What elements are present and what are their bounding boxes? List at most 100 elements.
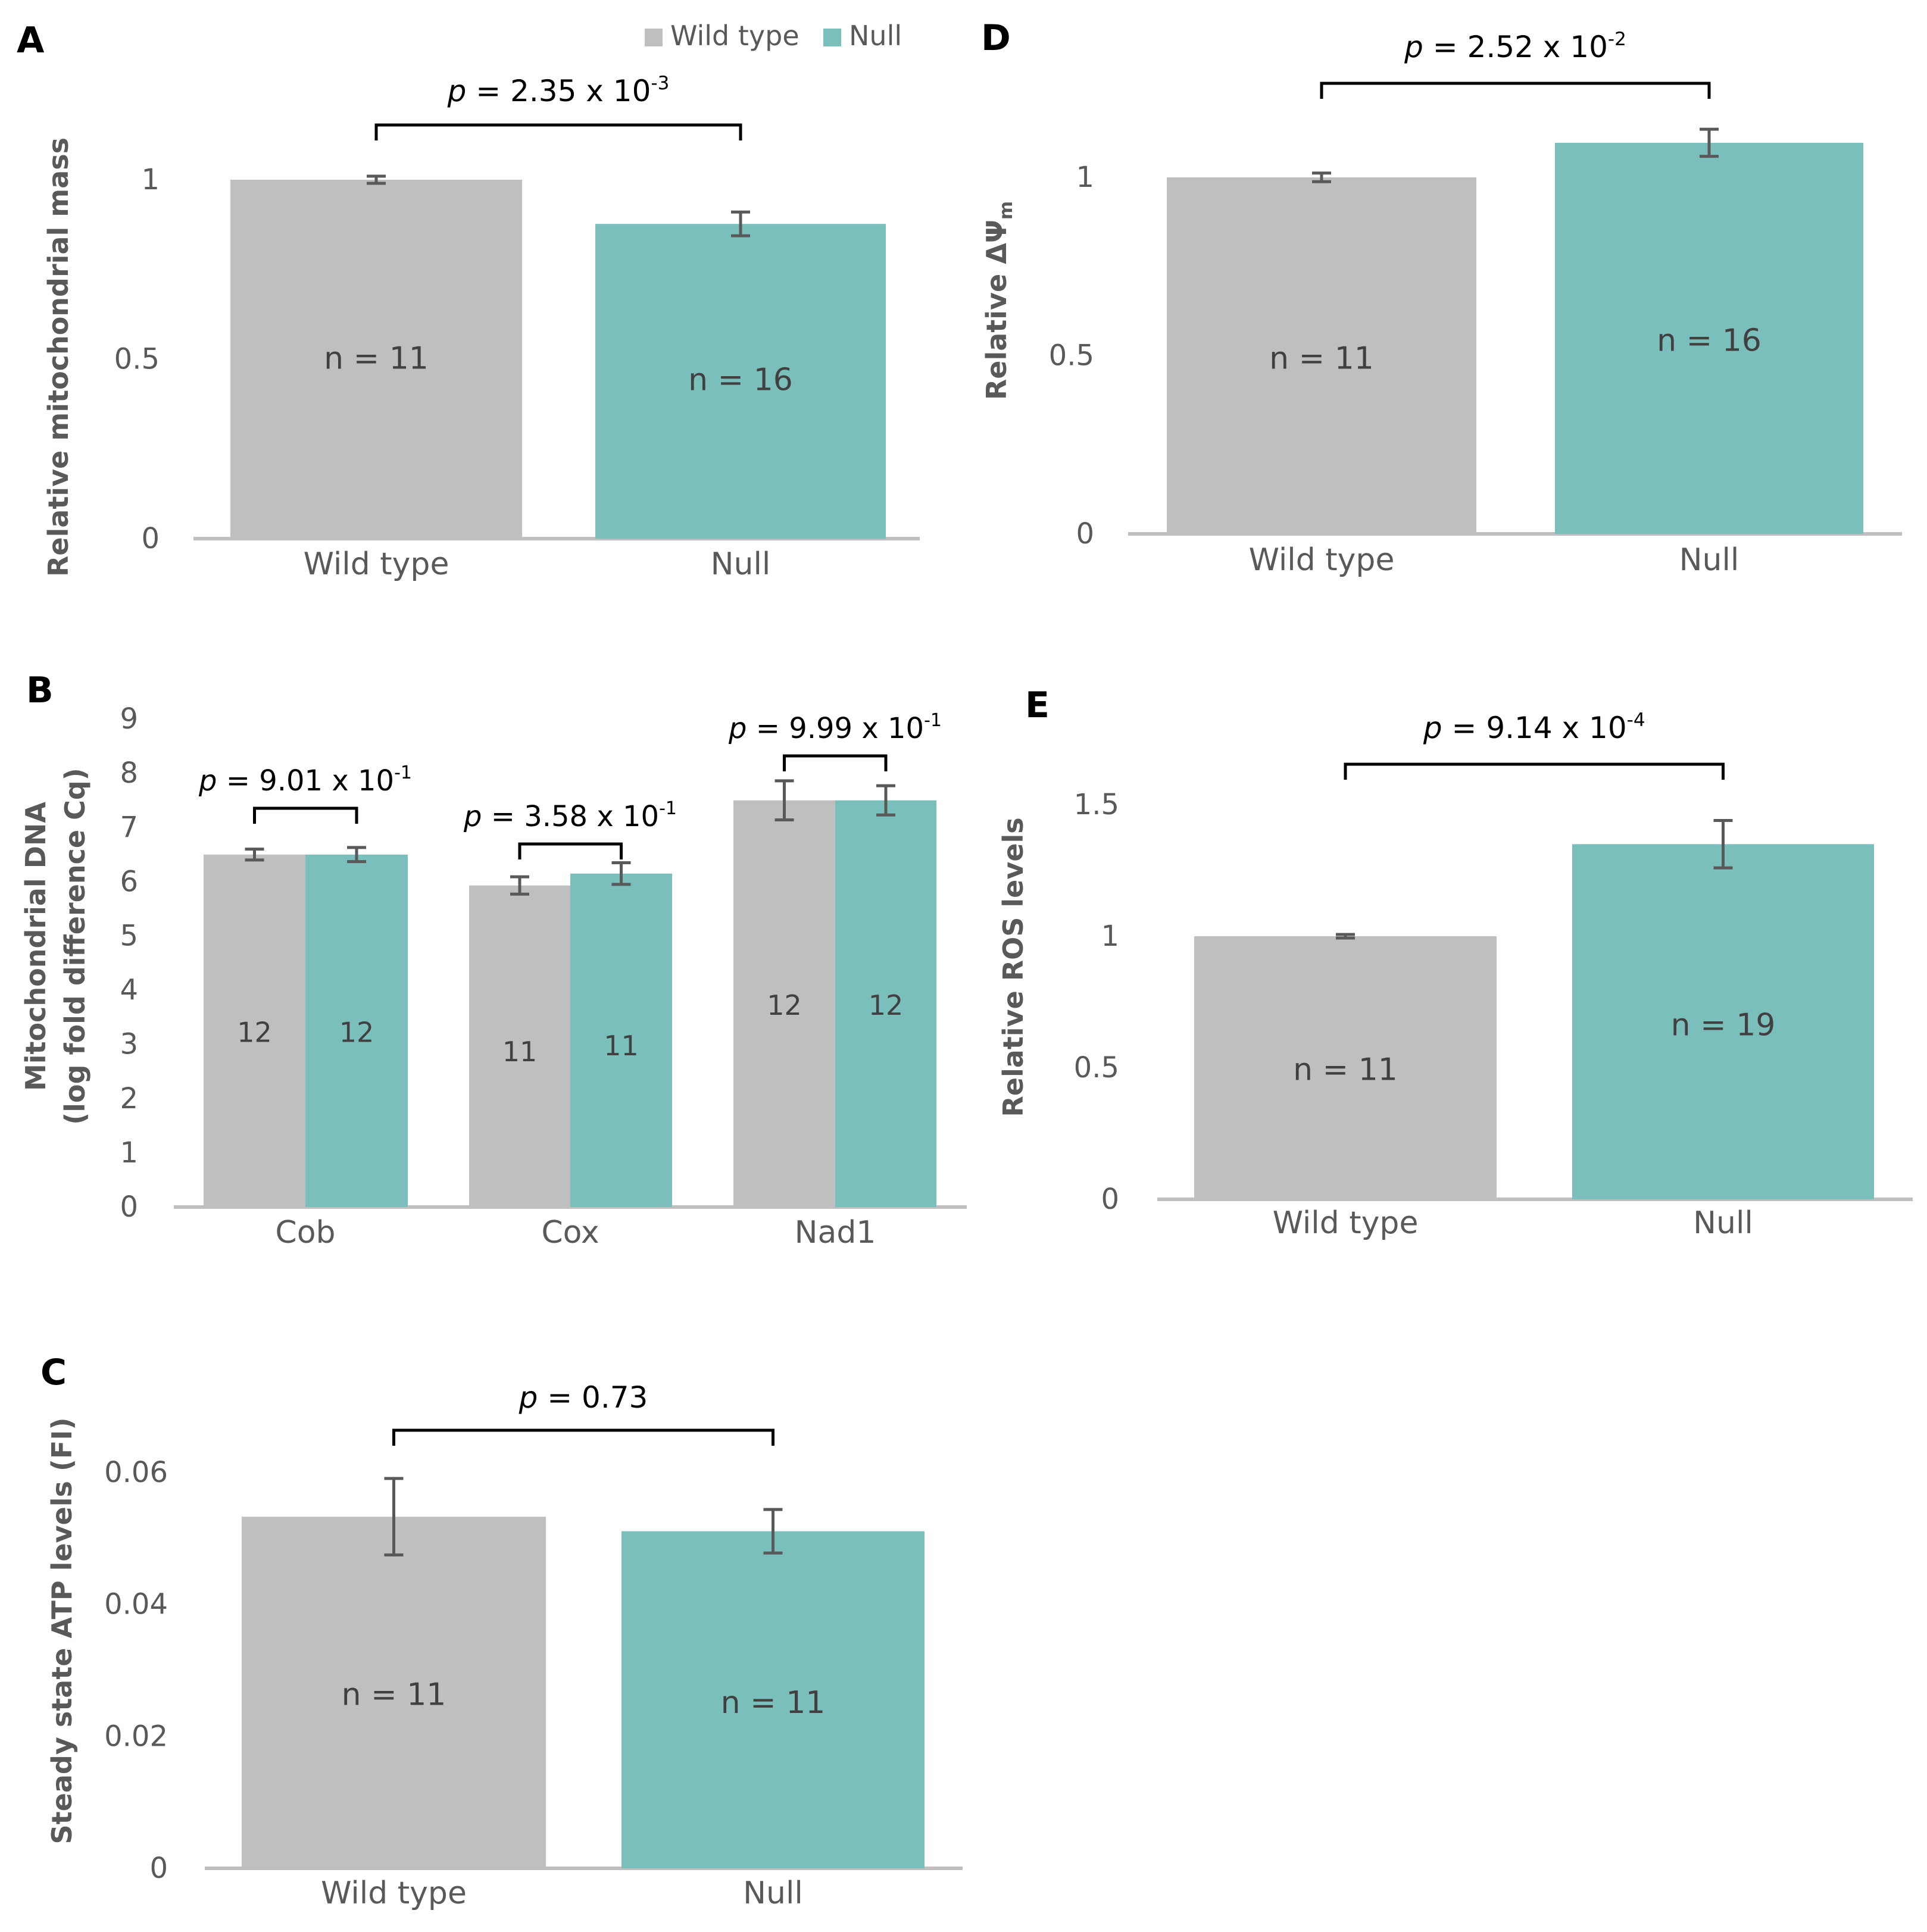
x-tick-label-e-0: Wild type: [1273, 1205, 1419, 1241]
p-value-a-p: p: [447, 74, 467, 108]
y-tick-label-b-0: 0: [120, 1190, 138, 1224]
bar-b-cox-wild-type: [469, 885, 570, 1207]
bar-c-null: [621, 1531, 925, 1868]
p-value-a-exponent: -3: [651, 73, 669, 94]
n-label-c-1: n = 11: [721, 1685, 826, 1721]
p-value-c-p: p: [519, 1380, 538, 1415]
n-label-e-0: n = 11: [1293, 1052, 1398, 1087]
bar-d-null: [1555, 142, 1863, 534]
p-value-b-1-value: = 3.58 x 10: [482, 800, 659, 833]
n-label-b-1-null: 11: [604, 1030, 639, 1062]
x-tick-label-d-1: Null: [1679, 542, 1739, 578]
y-tick-label-c-1: 0.02: [104, 1720, 168, 1753]
y-tick-label-b-6: 6: [120, 865, 138, 898]
significance-bracket-a: [374, 123, 742, 140]
y-tick-label-b-5: 5: [120, 919, 138, 952]
y-axis-title-d: Relative ΔΨm: [980, 201, 1017, 400]
n-label-b-2-wt: 12: [767, 989, 802, 1021]
y-tick-label-e-0: 0: [1101, 1183, 1119, 1216]
p-value-b-2: p = 9.99 x 10-1: [728, 710, 942, 745]
y-tick-label-d-2: 1: [1076, 161, 1094, 194]
panel-label-e: E: [1025, 684, 1050, 726]
x-tick-label-b-0: Cob: [275, 1215, 335, 1251]
legend-label-null: Null: [849, 20, 902, 52]
p-value-b-2-exponent: -1: [924, 710, 942, 731]
legend-swatch-wild-type: [645, 29, 663, 46]
x-tick-label-d-0: Wild type: [1249, 542, 1395, 578]
bar-b-cox-null: [570, 873, 672, 1207]
bar-e-wild-type: [1194, 936, 1497, 1199]
p-value-e-value: = 9.14 x 10: [1442, 711, 1627, 745]
panel-label-a: A: [17, 20, 45, 61]
y-tick-label-a-2: 1: [141, 163, 160, 196]
y-tick-label-b-8: 8: [120, 756, 138, 790]
n-label-b-2-null: 12: [869, 989, 904, 1021]
bar-a-wild-type: [230, 180, 522, 539]
y-axis-title-b-line2: (log fold difference Cq): [59, 768, 91, 1125]
p-value-c-value: = 0.73: [538, 1380, 648, 1415]
significance-bracket-d: [1320, 82, 1711, 99]
p-value-a-value: = 2.35 x 10: [466, 74, 651, 108]
x-tick-label-a-0: Wild type: [304, 546, 449, 582]
y-axis-title-b: Mitochondrial DNA: [20, 802, 52, 1091]
bar-b-nad1-null: [835, 800, 936, 1207]
n-label-b-0-wt: 12: [237, 1016, 272, 1048]
p-value-a: p = 2.35 x 10-3: [447, 73, 670, 108]
bar-a-null: [595, 224, 886, 539]
n-label-e-1: n = 19: [1671, 1007, 1776, 1043]
p-value-b-1-exponent: -1: [659, 798, 677, 819]
panel-label-c: C: [40, 1352, 67, 1393]
n-label-a-0: n = 11: [324, 341, 429, 377]
x-tick-label-b-1: Cox: [541, 1215, 599, 1251]
bar-b-cob-wild-type: [204, 854, 305, 1207]
y-axis-title-d-main: Relative ΔΨ: [980, 220, 1013, 400]
x-tick-label-c-1: Null: [743, 1875, 803, 1911]
panel-label-b: B: [26, 670, 54, 711]
y-tick-label-c-2: 0.04: [104, 1588, 168, 1621]
x-tick-label-e-1: Null: [1693, 1205, 1753, 1241]
p-value-b-0: p = 9.01 x 10-1: [198, 762, 412, 798]
y-tick-label-e-1: 0.5: [1074, 1051, 1119, 1084]
y-tick-label-b-7: 7: [120, 811, 138, 844]
y-tick-label-a-0: 0: [141, 522, 160, 555]
p-value-b-1: p = 3.58 x 10-1: [463, 798, 677, 833]
y-tick-label-c-3: 0.06: [104, 1456, 168, 1489]
x-tick-label-b-2: Nad1: [795, 1215, 876, 1251]
legend-swatch-null: [823, 29, 841, 46]
y-tick-label-b-9: 9: [120, 702, 138, 736]
p-value-c: p = 0.73: [519, 1380, 648, 1415]
plot-area: 0 0.5 1 n = 11 Wild type n = 16 Null p = 2.35 x…: [104, 29, 1913, 1911]
y-tick-label-b-4: 4: [120, 974, 138, 1007]
bar-b-nad1-wild-type: [733, 800, 835, 1207]
legend: Wild type Null: [645, 20, 902, 52]
p-value-b-2-value: = 9.99 x 10: [747, 712, 924, 745]
panel-label-d: D: [981, 17, 1011, 59]
p-value-b-0-exponent: -1: [394, 762, 412, 783]
y-tick-label-d-0: 0: [1076, 517, 1094, 551]
p-value-e-exponent: -4: [1627, 709, 1645, 731]
significance-bracket-b-2: [783, 754, 888, 771]
legend-label-wild-type: Wild type: [670, 20, 799, 52]
y-tick-label-d-1: 0.5: [1049, 339, 1094, 373]
n-label-a-1: n = 16: [688, 362, 793, 398]
bar-c-wild-type: [242, 1517, 546, 1868]
p-value-b-1-p: p: [463, 800, 482, 833]
n-label-d-0: n = 11: [1269, 340, 1374, 376]
x-tick-label-a-1: Null: [711, 546, 771, 582]
bar-b-cob-null: [305, 854, 408, 1207]
bar-d-wild-type: [1167, 177, 1476, 534]
significance-bracket-b-0: [253, 806, 358, 824]
n-label-b-1-wt: 11: [502, 1036, 538, 1068]
y-tick-label-b-3: 3: [120, 1028, 138, 1061]
y-tick-label-e-2: 1: [1101, 920, 1119, 953]
y-tick-label-c-0: 0: [149, 1852, 168, 1885]
p-value-d-value: = 2.52 x 10: [1423, 30, 1608, 64]
y-tick-label-b-1: 1: [120, 1136, 138, 1170]
significance-bracket-b-1: [518, 842, 623, 859]
p-value-d-exponent: -2: [1608, 29, 1626, 50]
y-axis-title-c: Steady state ATP levels (FI): [46, 1418, 78, 1845]
n-label-c-0: n = 11: [342, 1677, 446, 1713]
y-axis-title-d-sub: m: [996, 201, 1017, 220]
p-value-d: p = 2.52 x 10-2: [1404, 29, 1626, 64]
